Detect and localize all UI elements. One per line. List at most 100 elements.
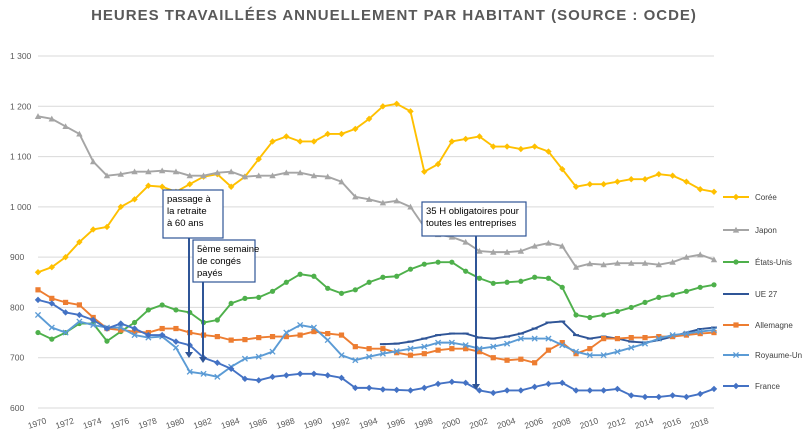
data-point — [172, 338, 180, 345]
data-point — [407, 108, 414, 115]
data-point — [656, 333, 662, 340]
data-point — [227, 183, 235, 190]
data-point — [145, 331, 152, 339]
data-point — [338, 290, 345, 296]
data-point — [476, 349, 483, 355]
data-point — [697, 284, 703, 290]
annotation-text: de congés — [197, 256, 241, 267]
data-point — [255, 172, 262, 179]
data-point — [380, 274, 386, 280]
data-point — [393, 197, 400, 204]
legend-label: États-Unis — [755, 258, 792, 267]
series-line — [382, 320, 715, 346]
x-axis-labels: 1970 1972 1974 1976 1978 1980 1982 1984 1986 1988… — [27, 415, 711, 430]
series-line — [37, 102, 715, 274]
data-point — [711, 329, 717, 336]
data-point — [683, 253, 690, 260]
data-point — [490, 143, 497, 150]
data-point — [269, 348, 276, 355]
y-tick-label: 1 200 — [10, 101, 32, 111]
data-point — [531, 383, 538, 391]
series-6 — [34, 296, 718, 401]
data-point — [366, 279, 372, 285]
data-point — [628, 335, 634, 341]
data-point — [435, 339, 442, 346]
data-point — [35, 287, 41, 293]
data-point — [338, 352, 345, 359]
data-point — [158, 183, 166, 190]
data-point — [173, 307, 179, 313]
x-tick-label: 1970 — [27, 415, 48, 430]
data-point — [241, 375, 249, 383]
data-point — [255, 155, 262, 163]
data-point — [683, 288, 690, 294]
data-point — [697, 328, 704, 335]
data-point — [434, 380, 442, 388]
data-point — [186, 368, 193, 375]
data-point — [49, 295, 55, 301]
data-point — [117, 324, 124, 331]
data-point — [310, 138, 318, 145]
data-point — [517, 247, 525, 254]
x-tick-label: 1982 — [192, 415, 213, 430]
data-point — [311, 328, 317, 335]
legend: Corée Japon États-Unis UE 27 Allemagne Royaum… — [723, 193, 802, 391]
legend-label: Corée — [755, 193, 777, 202]
data-point — [532, 274, 538, 280]
data-point — [255, 353, 262, 360]
data-point — [131, 196, 138, 203]
legend-item: Corée — [723, 193, 777, 202]
data-point — [586, 181, 594, 188]
x-tick-label: 1974 — [82, 415, 103, 430]
data-point — [545, 148, 552, 155]
data-point — [669, 172, 676, 179]
data-point — [365, 384, 373, 392]
data-point — [131, 168, 138, 175]
data-point — [324, 372, 331, 379]
data-point — [352, 193, 359, 200]
data-point — [269, 333, 276, 340]
data-point — [186, 172, 193, 179]
data-point — [655, 393, 663, 401]
data-point — [117, 203, 124, 211]
legend-label: Allemagne — [755, 321, 793, 330]
data-point — [35, 329, 41, 336]
data-point — [76, 302, 82, 308]
data-point — [600, 352, 607, 359]
series-4 — [35, 287, 717, 366]
data-point — [214, 169, 221, 176]
data-point — [269, 172, 276, 179]
legend-item: UE 27 — [723, 290, 778, 299]
data-point — [173, 325, 179, 332]
data-point — [463, 346, 469, 352]
annotation-arrowhead — [185, 352, 193, 358]
series-1 — [34, 113, 718, 270]
x-tick-label: 1984 — [220, 415, 241, 430]
data-point — [117, 320, 124, 327]
annotation-text: 5ème semaine — [197, 244, 259, 255]
data-point — [34, 113, 42, 119]
legend-item: États-Unis — [723, 258, 792, 267]
data-point — [697, 251, 704, 258]
data-point — [324, 337, 331, 344]
annotation-frame — [421, 201, 527, 237]
data-point — [683, 393, 690, 401]
data-point — [310, 172, 318, 179]
data-point — [338, 178, 345, 185]
data-point — [601, 336, 607, 342]
data-point — [227, 365, 235, 372]
data-point — [297, 321, 304, 329]
data-point — [697, 390, 704, 398]
data-point — [242, 295, 248, 301]
data-point — [710, 256, 718, 263]
data-point — [573, 312, 579, 318]
legend-marker — [733, 322, 739, 328]
data-point — [462, 135, 469, 143]
x-tick-label: 2004 — [496, 415, 517, 430]
data-point — [697, 330, 703, 337]
x-tick-label: 2014 — [634, 415, 655, 430]
x-tick-label: 2010 — [578, 415, 599, 430]
data-point — [601, 312, 607, 318]
data-point — [283, 333, 289, 340]
data-point — [131, 325, 138, 332]
